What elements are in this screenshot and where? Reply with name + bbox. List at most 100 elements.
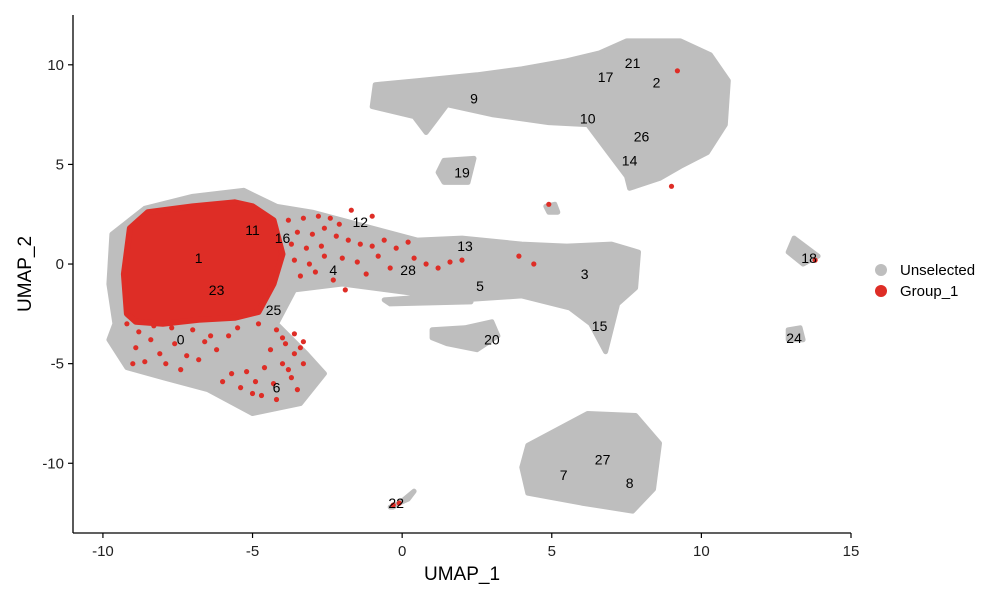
- cluster-label: 4: [329, 262, 337, 278]
- group-1-point-0-27: [447, 259, 453, 265]
- group-1-point-1-16: [258, 392, 265, 399]
- group-1-point-1-15: [238, 385, 244, 391]
- group-1-point-0-15: [381, 237, 387, 243]
- group-1-point-0-25: [423, 261, 429, 267]
- group-1-point-0-35: [516, 253, 522, 259]
- group-1-point-1-2: [291, 331, 297, 337]
- cluster-label: 26: [634, 129, 650, 145]
- cluster-label: 15: [592, 318, 608, 334]
- cluster-label: 25: [266, 302, 282, 318]
- group-1-point-0-28: [297, 273, 303, 279]
- group-1-point-0-13: [357, 241, 363, 247]
- group-1-point-1-19: [294, 387, 300, 393]
- group-1-point-1-18: [249, 390, 256, 397]
- group-1-point-1-3: [300, 339, 306, 345]
- cluster-label: 21: [625, 55, 641, 71]
- cluster-label: 12: [353, 214, 369, 230]
- group-1-point-3-4: [390, 502, 396, 508]
- cluster-label: 17: [598, 69, 614, 85]
- group-1-point-0-10: [303, 245, 309, 251]
- group-1-point-2-2: [148, 337, 154, 343]
- x-tick-label: 10: [693, 543, 710, 560]
- cluster-label: 14: [622, 152, 638, 168]
- unselected-region-5: [435, 155, 477, 185]
- legend-label: Unselected: [900, 262, 975, 279]
- group-1-point-0-14: [369, 243, 375, 249]
- group-1-point-0-1: [300, 215, 306, 221]
- group-1-point-0-36: [531, 261, 537, 267]
- group-1-point-1-9: [261, 365, 268, 371]
- group-1-point-0-0: [285, 217, 291, 223]
- group-1-point-2-9: [196, 357, 202, 363]
- group-1-point-0-34: [459, 257, 465, 263]
- cluster-label: 18: [801, 250, 817, 266]
- group-1-point-2-4: [157, 351, 163, 357]
- group-1-points: [124, 68, 818, 508]
- group-1-point-2-10: [208, 333, 214, 339]
- cluster-label: 16: [275, 230, 291, 246]
- cluster-label: 0: [177, 332, 185, 348]
- legend: Unselected Group_1: [875, 262, 975, 300]
- unselected-region-1: [369, 38, 731, 191]
- y-axis-title: UMAP_2: [15, 236, 36, 312]
- group-1-point-1-20: [297, 345, 303, 351]
- point-clouds: [106, 38, 821, 514]
- group-1-point-0-18: [291, 257, 297, 263]
- cluster-label: 5: [476, 278, 484, 294]
- group-1-point-2-16: [130, 361, 136, 367]
- group-1-point-0-33: [387, 265, 393, 271]
- group-1-point-0-31: [342, 287, 348, 293]
- group-1-point-0-6: [309, 231, 315, 237]
- group-1-point-1-6: [291, 351, 297, 357]
- cluster-label: 3: [581, 266, 589, 282]
- group-1-point-0-9: [288, 241, 294, 247]
- group-1-point-0-37: [348, 207, 354, 213]
- group-1-point-0-39: [546, 201, 552, 207]
- cluster-label: 22: [388, 495, 404, 511]
- x-tick-label: 15: [843, 543, 860, 560]
- group-1-point-1-22: [285, 367, 291, 373]
- group-1-point-0-5: [294, 229, 300, 235]
- group-1-point-2-8: [163, 361, 169, 367]
- group-1-point-1-4: [282, 341, 289, 347]
- cluster-label: 27: [595, 451, 611, 467]
- group-1-point-0-29: [312, 269, 318, 275]
- x-tick-label: 5: [548, 543, 556, 560]
- group-1-point-3-3: [396, 500, 402, 506]
- cluster-label: 11: [245, 222, 260, 238]
- group-1-point-0-2: [315, 213, 321, 219]
- cluster-label: 9: [470, 91, 478, 107]
- legend-label: Group_1: [900, 283, 958, 300]
- unselected-region-7: [785, 325, 806, 343]
- group-1-point-0-17: [405, 239, 411, 245]
- group-1-point-1-7: [300, 361, 306, 367]
- legend-key-unselected: [875, 264, 887, 276]
- group-1-point-1-8: [279, 361, 286, 367]
- cluster-label: 24: [786, 330, 802, 346]
- cluster-label: 28: [400, 262, 416, 278]
- group-1-point-2-12: [169, 325, 175, 331]
- group-1-point-3-2: [812, 257, 818, 263]
- group-1-point-1-5: [267, 347, 274, 353]
- y-ticks: -10 -5 0 5 10: [42, 57, 73, 472]
- group-1-point-2-13: [151, 323, 157, 329]
- group-1-point-0-22: [354, 259, 360, 265]
- group-1-point-3-1: [668, 183, 675, 189]
- group-1-point-0-12: [345, 237, 351, 243]
- x-axis-title: UMAP_1: [424, 564, 500, 585]
- group-1-point-2-0: [124, 321, 130, 327]
- group-1-point-0-32: [363, 271, 369, 277]
- y-tick-label: 5: [56, 156, 64, 173]
- y-tick-label: -5: [51, 356, 64, 373]
- x-tick-label: -10: [92, 543, 114, 560]
- cluster-label: 1: [195, 250, 203, 266]
- cluster-label: 13: [457, 238, 473, 254]
- group-1-point-1-12: [252, 379, 259, 385]
- group-1-point-0-21: [339, 255, 345, 261]
- group-1-point-0-16: [393, 245, 399, 251]
- group-1-point-2-7: [142, 359, 148, 365]
- cluster-label: 10: [580, 111, 596, 127]
- group-1-point-0-7: [321, 225, 327, 231]
